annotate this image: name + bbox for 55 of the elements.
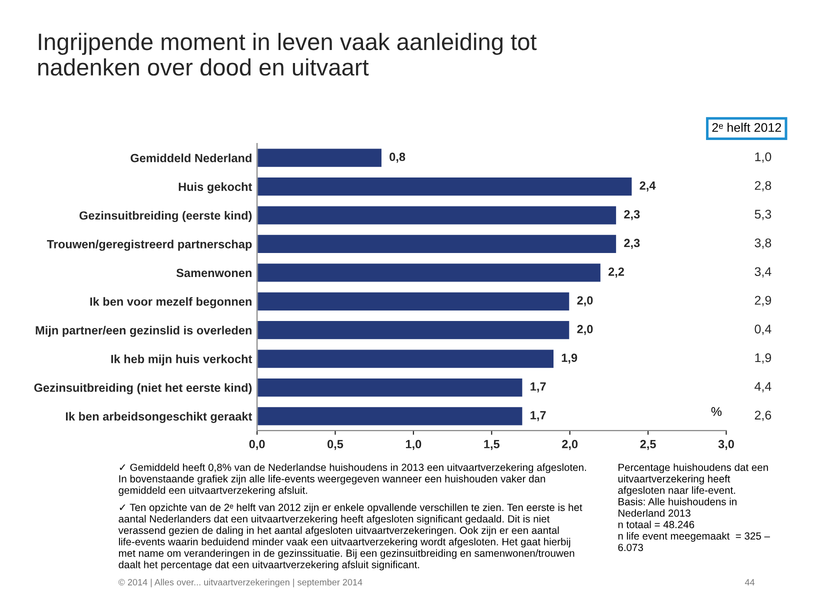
bar: [257, 234, 618, 254]
data-label: 2,3: [624, 210, 640, 220]
bar: [257, 176, 634, 198]
chart-title: Ingrijpende moment in leven vaak aanleiding tot nadenken over dood en uitvaart: [38, 32, 537, 76]
data-label: 2,0: [577, 324, 593, 335]
x-tick-label: 2,5: [640, 440, 656, 450]
bar: [257, 147, 383, 168]
text: 2,6: [754, 410, 772, 422]
bar: [257, 377, 524, 398]
bar: [257, 290, 571, 312]
y-tick-label: Gezinsuitbreiding (eerste kind): [80, 211, 252, 222]
data-label: 1,7: [530, 411, 546, 422]
text: 2,8: [754, 181, 772, 192]
y-tick-label: Ik heb mijn huis verkocht: [111, 354, 252, 366]
data-label: 2,4: [640, 181, 656, 192]
text: Percentage huishoudens dat een uitvaartverzekering heeft afgesloten naar life-event. Basis: Alle huishoudens in Nederland 2013 n totaal = 48.246 n life event meegemaakt = 325 – 6.073: [618, 463, 770, 552]
x-tick-label: 3,0: [718, 440, 734, 450]
text: 3,8: [754, 238, 772, 249]
data-label: 2,2: [608, 267, 624, 278]
text: 3,4: [754, 267, 772, 278]
data-label: 1,9: [562, 354, 578, 364]
data-label: 0,8: [390, 152, 406, 163]
text: 2,9: [754, 296, 772, 306]
text: 4,4: [754, 382, 772, 392]
x-tick-label: 2,0: [562, 440, 578, 450]
x-tick-label: 0,5: [328, 440, 344, 450]
text: 1,0: [755, 152, 772, 163]
text: 0,4: [754, 324, 772, 335]
x-tick-label: 0,0: [249, 440, 265, 450]
y-tick-label: Samenwonen: [176, 268, 252, 278]
data-label: 2,3: [624, 238, 640, 249]
x-tick-label: 1,0: [406, 440, 422, 450]
text: 44: [744, 579, 755, 586]
text: © 2014 | Alles over... uitvaartverzekeringen | september 2014: [118, 578, 362, 588]
y-tick-label: Huis gekocht: [178, 182, 252, 194]
annotation: %: [711, 407, 722, 416]
y-tick-label: Gezinsuitbreiding (niet het eerste kind): [34, 383, 252, 394]
y-tick-label: Ik ben voor mezelf begonnen: [90, 297, 252, 308]
bar: [257, 320, 571, 341]
text: 5,3: [754, 210, 772, 220]
text: 2ᵉ helft 2012: [712, 122, 782, 132]
y-tick-label: Gemiddeld Nederland: [130, 154, 252, 162]
text: 1,9: [755, 353, 772, 364]
bar: [257, 262, 602, 284]
y-tick-label: Mijn partner/een gezinslid is overleden: [36, 326, 252, 337]
data-label: 2,0: [577, 296, 593, 306]
bar: [257, 348, 555, 370]
bar: [257, 204, 618, 226]
data-label: 1,7: [530, 382, 546, 392]
x-tick-label: 1,5: [484, 440, 500, 450]
bar: [257, 406, 524, 427]
text: ✓ Gemiddeld heeft 0,8% van de Nederlandse huishoudens in 2013 een uitvaartverzekering afgesloten. In bovenstaande grafiek zijn alle life-events weergegeven wanneer een huishouden vaker dan gemiddeld een uitvaartverzekering afsluit.: [118, 463, 586, 496]
y-tick-label: Trouwen/geregistreerd partnerschap: [46, 240, 252, 251]
y-tick-label: Ik ben arbeidsongeschikt geraakt: [66, 412, 252, 423]
text: ✓ Ten opzichte van de 2ᵉ helft van 2012 zijn er enkele opvallende verschillen te zien. Ten eerste is het aantal Nederlanders dat een uitvaartverzekering heeft afgesloten significant gedaald. Dit is niet verassend gezien de daling in het aantal afgesloten uitvaartverzekeringen. Ook zijn er een aantal life-events waarin beduidend minder vaak een uitvaartverzekering wordt afgesloten. Het gaat hierbij met name om veranderingen in de gezinssituatie. Bij een gezinsuitbreiding en samenwonen/trouwen daalt het percentage dat een uitvaartverzekering afsluit significant.: [118, 504, 582, 570]
